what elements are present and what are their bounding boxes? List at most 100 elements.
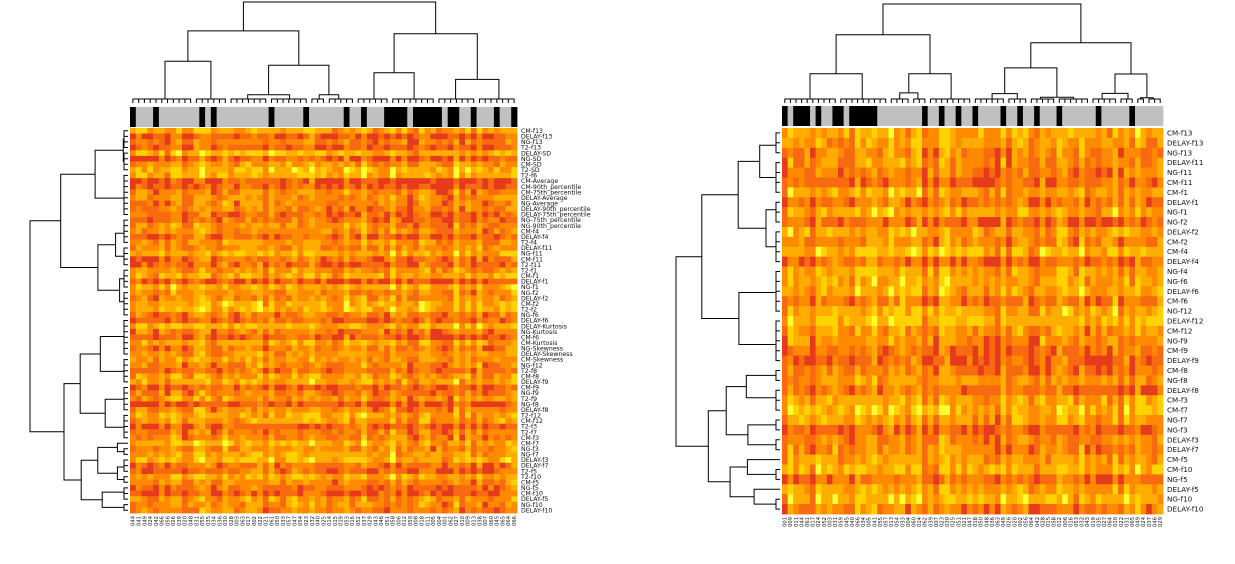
heatmap-cell xyxy=(332,479,339,486)
heatmap-cell xyxy=(170,434,177,441)
heatmap-cell xyxy=(401,334,408,341)
column-label: 037 xyxy=(362,516,368,526)
heatmap-cell xyxy=(187,340,194,347)
heatmap-cell xyxy=(176,473,183,480)
heatmap-cell xyxy=(158,172,166,179)
heatmap-cell xyxy=(193,150,200,157)
heatmap-cell xyxy=(332,150,339,157)
heatmap-cell xyxy=(245,144,252,151)
heatmap-cell xyxy=(285,395,293,402)
heatmap-cell xyxy=(343,317,350,324)
heatmap-cell xyxy=(274,289,281,296)
heatmap-cell xyxy=(482,401,489,408)
heatmap-cell xyxy=(193,178,200,185)
heatmap-cell xyxy=(482,217,489,224)
heatmap-cell xyxy=(320,206,327,213)
heatmap-cell xyxy=(453,306,460,313)
heatmap-cell xyxy=(257,362,264,369)
heatmap-cell xyxy=(453,189,460,196)
heatmap-cell xyxy=(465,167,472,174)
heatmap-cell xyxy=(291,150,298,157)
heatmap-cell xyxy=(372,211,379,218)
heatmap-cell xyxy=(511,234,518,240)
heatmap-cell xyxy=(488,234,495,240)
heatmap-cell xyxy=(245,155,252,162)
heatmap-cell xyxy=(854,128,861,139)
heatmap-cell xyxy=(424,284,431,291)
heatmap-cell xyxy=(493,379,501,386)
heatmap-cell xyxy=(349,289,356,296)
heatmap-cell xyxy=(135,139,142,146)
heatmap-cell xyxy=(430,401,437,408)
heatmap-cell xyxy=(505,334,512,341)
heatmap-cell xyxy=(407,295,414,302)
row-label: T2-f12 xyxy=(520,413,541,420)
heatmap-cell xyxy=(488,306,495,313)
heatmap-cell xyxy=(130,295,137,302)
column-label: 014 xyxy=(327,515,333,526)
heatmap-cell xyxy=(436,351,443,358)
heatmap-cell xyxy=(372,278,379,285)
heatmap-cell xyxy=(309,446,316,453)
heatmap-cell xyxy=(141,289,148,296)
heatmap-cell xyxy=(222,367,229,374)
heatmap-cell xyxy=(436,429,443,436)
column-label: 010 xyxy=(460,516,466,526)
heatmap-cell xyxy=(413,306,420,313)
heatmap-cell xyxy=(349,144,356,151)
heatmap-cell xyxy=(499,167,506,174)
heatmap-cell xyxy=(505,373,512,380)
heatmap-cell xyxy=(205,312,212,319)
heatmap-cell xyxy=(493,462,501,469)
heatmap-cell xyxy=(320,211,327,218)
heatmap-cell xyxy=(193,300,200,307)
heatmap-cell xyxy=(216,200,223,207)
heatmap-cell xyxy=(205,234,212,240)
heatmap-cell xyxy=(401,133,408,140)
heatmap-cell xyxy=(257,446,264,453)
heatmap-cell xyxy=(418,340,425,347)
group-bar-cell xyxy=(441,107,449,127)
heatmap-cell xyxy=(499,507,506,514)
heatmap-cell xyxy=(465,278,472,285)
heatmap-cell xyxy=(239,379,246,386)
heatmap-cell xyxy=(384,418,391,425)
heatmap-cell xyxy=(413,155,420,162)
heatmap-cell xyxy=(488,334,495,341)
heatmap-cell xyxy=(459,507,466,514)
heatmap-cell xyxy=(297,300,304,307)
heatmap-cell xyxy=(164,362,171,369)
heatmap-cell xyxy=(476,490,483,497)
heatmap-cell xyxy=(349,334,356,341)
heatmap-cell xyxy=(320,440,327,447)
heatmap-cell xyxy=(493,273,501,280)
heatmap-cell xyxy=(407,373,414,380)
heatmap-cell xyxy=(372,206,379,213)
heatmap-cell xyxy=(488,328,495,335)
group-bar-cell xyxy=(262,107,270,127)
heatmap-cell xyxy=(268,245,275,252)
heatmap-cell xyxy=(251,139,258,146)
heatmap-cell xyxy=(511,150,518,157)
heatmap-cell xyxy=(424,457,431,464)
heatmap-cell xyxy=(280,228,287,235)
dendrogram-branch xyxy=(438,98,446,103)
heatmap-cell xyxy=(465,178,472,185)
heatmap-cell xyxy=(176,139,183,146)
heatmap-cell xyxy=(372,418,379,425)
heatmap-cell xyxy=(488,211,495,218)
column-label: 021 xyxy=(264,516,270,526)
heatmap-cell xyxy=(181,183,189,190)
heatmap-cell xyxy=(205,194,212,201)
heatmap-cell xyxy=(499,178,506,185)
heatmap-cell xyxy=(130,139,137,146)
heatmap-cell xyxy=(280,367,287,374)
heatmap-cell xyxy=(205,228,212,235)
heatmap-cell xyxy=(395,490,402,497)
heatmap-cell xyxy=(176,300,183,307)
heatmap-cell xyxy=(314,496,322,503)
heatmap-cell xyxy=(447,434,454,441)
heatmap-cell xyxy=(804,128,811,139)
heatmap-cell xyxy=(493,144,501,151)
heatmap-cell xyxy=(413,345,420,352)
